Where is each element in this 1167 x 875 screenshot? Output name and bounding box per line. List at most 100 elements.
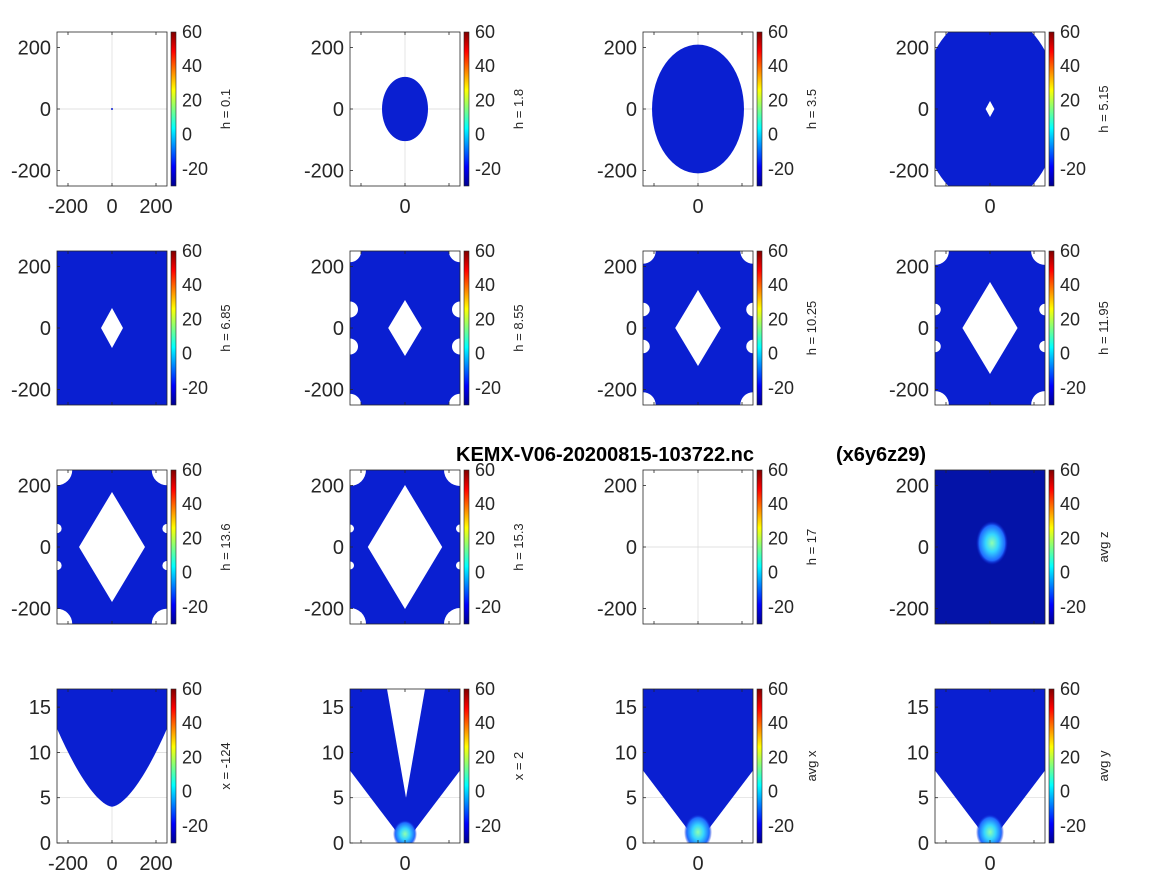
y-tick-label: 0 (333, 99, 344, 121)
colorbar (170, 250, 177, 406)
gap-side-3 (746, 339, 753, 354)
radar-gap (101, 308, 123, 348)
gap-side-2 (643, 339, 650, 354)
tick-marks (653, 689, 743, 843)
colorbar-tick-label: 40 (475, 713, 495, 733)
colorbar-tick-label: 60 (1060, 22, 1080, 42)
colorbar-tick-label: 0 (182, 125, 192, 145)
panel-label: h = 5.15 (1096, 85, 1111, 132)
colorbar-tick-label: 40 (182, 494, 202, 514)
echo-point (111, 108, 113, 110)
y-tick-label: 0 (40, 833, 51, 855)
y-tick-label: 0 (626, 99, 637, 121)
gap-side-3 (456, 561, 460, 570)
y-tick-label: -200 (11, 380, 51, 402)
y-tick-label: 0 (40, 537, 51, 559)
colorbar-tick-label: -20 (475, 159, 501, 179)
colorbar-tick-label: 0 (182, 782, 192, 802)
y-tick-label: 0 (626, 318, 637, 340)
y-tick-label: -200 (889, 380, 929, 402)
figure-subtitle: (x6y6z29) (836, 444, 926, 466)
tick-marks (360, 470, 450, 624)
colorbar-tick-label: -20 (768, 378, 794, 398)
colorbar-tick-label: 0 (1060, 782, 1070, 802)
colorbar (756, 469, 763, 625)
gap-corner-0 (935, 251, 949, 265)
gap-corner-3 (448, 393, 460, 405)
y-tick-label: 0 (918, 833, 929, 855)
colorbar-tick-label: 60 (1060, 241, 1080, 261)
echo-region (57, 689, 167, 807)
tick-marks (67, 32, 157, 186)
subplot-15: 0 15 10 5 0 60 40 20 0 -20 avg x (615, 679, 819, 875)
colorbar-tick-label: 0 (475, 782, 485, 802)
colorbar-tick-label: 0 (768, 344, 778, 364)
gap-corner-0 (643, 251, 656, 264)
gap-corner-0 (350, 470, 366, 486)
colorbar-tick-label: 60 (475, 241, 495, 261)
y-tick-label: 15 (322, 697, 344, 719)
gridlines (643, 470, 753, 624)
colorbar-tick-label: 0 (182, 344, 192, 364)
subplot-14: 0 15 10 5 0 60 40 20 0 -20 x = 2 (322, 679, 526, 875)
gap-corner-2 (57, 608, 73, 624)
y-tick-label: 200 (604, 37, 637, 59)
gap-side-3 (1039, 340, 1045, 353)
gap-corner-2 (350, 393, 362, 405)
colorbar-tick-label: 40 (768, 56, 788, 76)
gap-side-0 (350, 301, 358, 318)
colorbar-tick-label: 40 (768, 713, 788, 733)
y-tick-label: 200 (311, 37, 344, 59)
colorbar-tick-label: 40 (182, 275, 202, 295)
colorbar-tick-label: 20 (768, 90, 788, 110)
gap-side-0 (643, 302, 650, 317)
figure-title: KEMX-V06-20200815-103722.nc (456, 444, 754, 466)
colorbar-tick-label: 0 (768, 125, 778, 145)
gap-corner-2 (350, 608, 366, 624)
panel-label: h = 6.85 (218, 304, 233, 351)
panel-label: avg x (804, 750, 819, 782)
tick-marks (653, 470, 743, 624)
gap-side-2 (350, 338, 358, 355)
colorbar-tick-label: -20 (475, 597, 501, 617)
panel-label: x = 2 (511, 752, 526, 781)
data-field (57, 470, 167, 624)
colorbar-tick-label: 0 (475, 563, 485, 583)
colorbar (463, 688, 470, 844)
y-tick-label: 0 (40, 318, 51, 340)
colorbar-tick-label: 20 (182, 528, 202, 548)
gap-side-2 (57, 560, 62, 571)
echo-region (643, 689, 753, 843)
gap-corner-3 (151, 608, 167, 624)
x-tick-label: 0 (399, 196, 410, 218)
colorbar-tick-label: 40 (768, 275, 788, 295)
echo-region (935, 689, 1045, 843)
coverage-gaps (935, 251, 1045, 405)
colorbar (756, 688, 763, 844)
y-tick-label: 10 (907, 742, 929, 764)
colorbar-tick-label: 0 (1060, 125, 1070, 145)
tick-marks (360, 251, 450, 405)
y-tick-label: 0 (918, 537, 929, 559)
colorbar-tick-label: -20 (1060, 816, 1086, 836)
data-field (643, 251, 753, 405)
y-tick-label: 0 (333, 833, 344, 855)
y-tick-label: 0 (333, 318, 344, 340)
coverage-gaps (350, 470, 460, 624)
y-tick-label: 15 (907, 697, 929, 719)
colorbar-tick-label: 0 (182, 563, 192, 583)
colorbar-tick-label: 20 (182, 747, 202, 767)
panel-label: h = 8.55 (511, 304, 526, 351)
y-tick-label: 10 (322, 742, 344, 764)
tick-marks (653, 32, 743, 186)
